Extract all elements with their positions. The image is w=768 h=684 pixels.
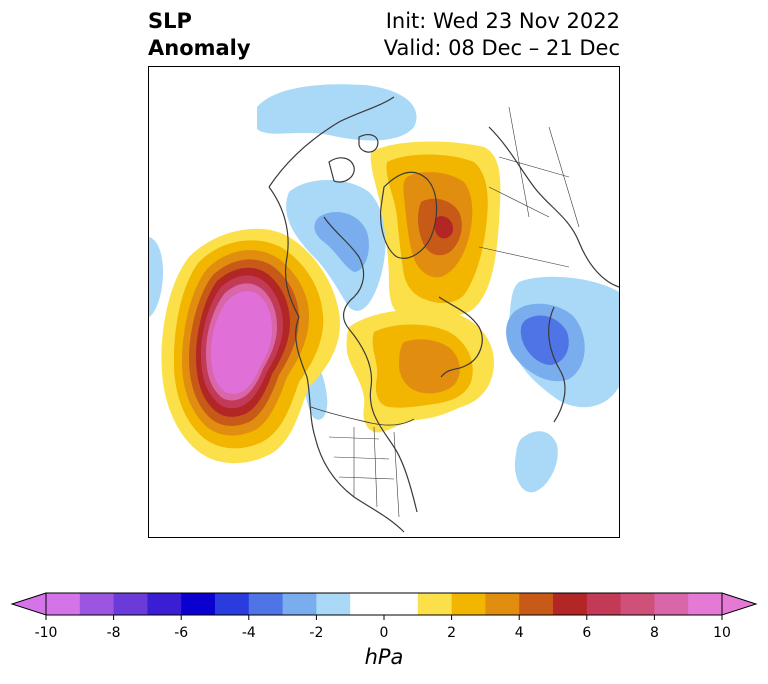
coast-siberia xyxy=(488,126,619,288)
colorbar-extend-low xyxy=(10,592,47,616)
colorbar-bin-6 xyxy=(248,593,284,615)
colorbar-bin-19 xyxy=(688,593,723,615)
colorbar-tick-label: 4 xyxy=(515,625,524,641)
colorbar-bin-13 xyxy=(485,593,520,615)
init-date: Init: Wed 23 Nov 2022 xyxy=(385,9,620,33)
blue-arctic-canada xyxy=(257,84,417,141)
negative-anomaly-layer xyxy=(149,84,619,493)
colorbar-bin-17 xyxy=(620,593,655,615)
colorbar-tick-label: 0 xyxy=(380,625,389,641)
colorbar-tick-label: -10 xyxy=(35,625,58,641)
colorbar-bin-3 xyxy=(147,593,182,615)
coast-east-us xyxy=(348,328,418,513)
colorbar-tick-label: 10 xyxy=(713,625,731,641)
coast-europe xyxy=(438,296,483,378)
coast-greenland xyxy=(380,171,438,259)
colorbar-unit: hPa xyxy=(364,645,404,669)
blue-pacific-edge xyxy=(149,237,163,317)
title-right: Init: Wed 23 Nov 2022 Valid: 08 Dec – 21… xyxy=(384,8,620,62)
colorbar-bin-5 xyxy=(215,593,250,615)
coast-east-asia xyxy=(548,306,566,423)
red-arctic-core xyxy=(434,216,454,239)
colorbar-tick-label: 2 xyxy=(447,625,456,641)
borders-eurasia xyxy=(478,106,580,268)
colorbar-tick-label: -2 xyxy=(309,625,323,641)
colorbar-bins xyxy=(46,593,723,615)
blue-east-asia xyxy=(514,431,558,493)
coast-hudson xyxy=(323,216,365,330)
colorbar-bin-18 xyxy=(654,593,689,615)
colorbar-tick-label: -6 xyxy=(174,625,188,641)
borders-us-states xyxy=(328,426,400,518)
map-canvas xyxy=(149,84,619,533)
colorbar-tick-label: -8 xyxy=(107,625,121,641)
colorbar-ticks: -10 -8 -6 -4 -2 0 2 4 6 8 10 xyxy=(35,615,731,641)
colorbar-bin-0 xyxy=(46,593,81,615)
valid-range: Valid: 08 Dec – 21 Dec xyxy=(383,36,620,60)
colorbar-tick-label: -4 xyxy=(242,625,256,641)
border-us-canada xyxy=(310,406,415,426)
colorbar-bin-11 xyxy=(417,593,453,615)
amber-atlantic xyxy=(399,339,460,394)
coast-canada-north xyxy=(268,96,395,188)
anomaly-map xyxy=(148,66,620,538)
colorbar-tick-label: 8 xyxy=(650,625,659,641)
colorbar: -10 -8 -6 -4 -2 0 2 4 6 8 10 xyxy=(10,592,758,641)
colorbar-bin-2 xyxy=(113,593,148,615)
title-left: SLP Anomaly xyxy=(148,8,251,62)
coast-arctic-islands xyxy=(328,134,379,183)
colorbar-bin-9 xyxy=(350,593,385,615)
colorbar-bin-15 xyxy=(553,593,588,615)
colorbar-bin-16 xyxy=(586,593,622,615)
colorbar-bin-10 xyxy=(384,593,419,615)
colorbar-tick-label: 6 xyxy=(582,625,591,641)
blue-hudson-core xyxy=(314,212,369,272)
coast-north-america-west xyxy=(295,316,405,533)
colorbar-bin-14 xyxy=(519,593,554,615)
pacific-high-layer xyxy=(161,228,340,464)
colorbar-bin-7 xyxy=(282,593,317,615)
colorbar-extend-high xyxy=(721,592,758,616)
colorbar-bin-4 xyxy=(181,593,216,615)
coast-alaska xyxy=(268,186,300,318)
colorbar-bin-8 xyxy=(316,593,351,615)
title-variable: SLP xyxy=(148,9,192,33)
blue-siberia-core xyxy=(520,315,569,365)
colorbar-bin-1 xyxy=(79,593,115,615)
pacific-high-core xyxy=(211,291,272,394)
coastline-layer xyxy=(268,96,619,533)
colorbar-bin-12 xyxy=(451,593,486,615)
title-field: Anomaly xyxy=(148,36,251,60)
